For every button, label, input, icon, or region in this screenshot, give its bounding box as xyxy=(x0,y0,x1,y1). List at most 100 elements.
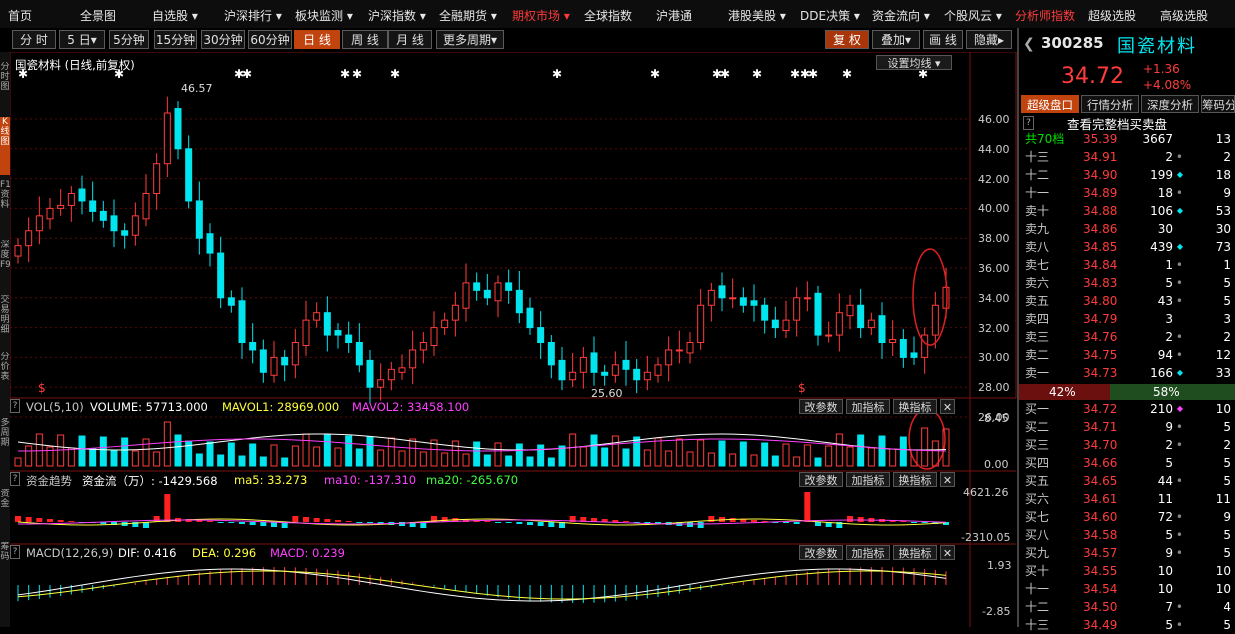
ask-row[interactable]: 卖三 34.76 2 • 2 xyxy=(1019,328,1235,346)
help-icon[interactable]: ? xyxy=(10,545,20,559)
bid-row[interactable]: 买四 34.66 5 5 xyxy=(1019,454,1235,472)
summary-price: 35.39 xyxy=(1083,132,1118,146)
modify-params-button[interactable]: 改参数 xyxy=(799,399,843,414)
bid-row[interactable]: 买六 34.61 11 11 xyxy=(1019,490,1235,508)
help-icon[interactable]: ? xyxy=(1023,116,1034,130)
period-button-1[interactable]: 5 日▾ xyxy=(59,30,105,49)
bid-row[interactable]: 买十 34.55 10 10 xyxy=(1019,562,1235,580)
tool-button-0[interactable]: 复 权 xyxy=(825,30,869,49)
period-button-6[interactable]: 日 线 xyxy=(294,30,340,49)
tool-button-2[interactable]: 画 线 xyxy=(923,30,963,49)
candle-body xyxy=(206,233,214,254)
left-tab-7[interactable]: 资金 xyxy=(0,489,10,509)
close-icon[interactable]: ✕ xyxy=(940,399,955,414)
menu-item-0[interactable]: 首页 xyxy=(8,9,33,23)
menu-item-5[interactable]: 沪深指数 ▾ xyxy=(368,9,426,23)
bid-row[interactable]: 十一 34.54 10 10 xyxy=(1019,580,1235,598)
bid-row[interactable]: 买八 34.58 5 • 5 xyxy=(1019,526,1235,544)
flow-bar xyxy=(751,520,757,522)
left-tab-8[interactable]: 筹码 xyxy=(0,542,10,562)
help-icon[interactable]: ? xyxy=(10,472,20,486)
left-tab-4[interactable]: 交易明细 xyxy=(0,295,10,335)
tool-button-1[interactable]: 叠加▾ xyxy=(872,30,920,49)
menu-item-1[interactable]: 全景图 xyxy=(80,9,117,23)
period-button-8[interactable]: 月 线 xyxy=(388,30,432,49)
ask-row[interactable]: 卖二 34.75 94 • 12 xyxy=(1019,346,1235,364)
period-button-7[interactable]: 周 线 xyxy=(342,30,388,49)
bid-row[interactable]: 十二 34.50 7 • 4 xyxy=(1019,598,1235,616)
menu-item-16[interactable]: 高级选股 xyxy=(1160,9,1209,23)
close-icon[interactable]: ✕ xyxy=(940,472,955,487)
period-button-2[interactable]: 5分钟 xyxy=(109,30,149,49)
period-button-9[interactable]: 更多周期▾ xyxy=(436,30,504,49)
left-tab-0[interactable]: 分时图 xyxy=(0,62,10,92)
menu-item-7[interactable]: 期权市场 ▾ xyxy=(512,9,570,23)
order-level: 十一 xyxy=(1025,582,1050,596)
ask-row[interactable]: 卖十 34.88 106 ◆ 53 xyxy=(1019,202,1235,220)
menu-item-3[interactable]: 沪深排行 ▾ xyxy=(224,9,282,23)
add-indicator-button[interactable]: 加指标 xyxy=(846,472,890,487)
menu-item-10[interactable]: 港股美股 ▾ xyxy=(728,9,786,23)
bid-row[interactable]: 买一 34.72 210 ◆ 10 xyxy=(1019,400,1235,418)
menu-item-14[interactable]: 分析师指数 xyxy=(1015,9,1076,23)
ask-row[interactable]: 十一 34.89 18 • 9 xyxy=(1019,184,1235,202)
ask-row[interactable]: 卖五 34.80 43 • 5 xyxy=(1019,292,1235,310)
menu-item-13[interactable]: 个股风云 ▾ xyxy=(944,9,1002,23)
help-icon[interactable]: ? xyxy=(10,399,20,413)
switch-indicator-button[interactable]: 换指标 xyxy=(893,399,937,414)
settings-ma-button[interactable]: 设置均线 ▾ xyxy=(876,55,952,70)
modify-params-button[interactable]: 改参数 xyxy=(799,472,843,487)
bid-row[interactable]: 买二 34.71 9 • 5 xyxy=(1019,418,1235,436)
menu-item-11[interactable]: DDE决策 ▾ xyxy=(800,9,860,23)
menu-item-15[interactable]: 超级选股 xyxy=(1088,9,1137,23)
modify-params-button[interactable]: 改参数 xyxy=(799,545,843,560)
full-orderbook-link[interactable]: 查看完整档买卖盘 xyxy=(1067,117,1168,132)
left-tab-5[interactable]: 分价表 xyxy=(0,352,10,382)
close-icon[interactable]: ✕ xyxy=(940,545,955,560)
period-button-5[interactable]: 60分钟 xyxy=(248,30,292,49)
left-tab-1[interactable]: K线图 xyxy=(0,117,10,175)
tab-chips[interactable]: 筹码分 xyxy=(1201,95,1235,113)
stock-chart[interactable]: ✱ ✱ ✱✱ ✱ ✱ ✱ ✱ ✱ ✱✱ ✱ ✱ ✱✱ ✱ ✱$ $ xyxy=(10,52,1017,627)
bid-row[interactable]: 买三 34.70 2 • 2 xyxy=(1019,436,1235,454)
ask-row[interactable]: 卖四 34.79 3 3 xyxy=(1019,310,1235,328)
bid-row[interactable]: 买五 34.65 44 • 5 xyxy=(1019,472,1235,490)
switch-indicator-button[interactable]: 换指标 xyxy=(893,472,937,487)
menu-item-8[interactable]: 全球指数 xyxy=(584,9,633,23)
ask-row[interactable]: 卖一 34.73 166 ◆ 33 xyxy=(1019,364,1235,382)
period-button-3[interactable]: 15分钟 xyxy=(154,30,197,49)
ask-row[interactable]: 十二 34.90 199 ◆ 18 xyxy=(1019,166,1235,184)
tab-super-orderbook[interactable]: 超级盘口 xyxy=(1021,95,1079,113)
menu-item-2[interactable]: 自选股 ▾ xyxy=(152,9,198,23)
add-indicator-button[interactable]: 加指标 xyxy=(846,545,890,560)
ask-row[interactable]: 卖七 34.84 1 • 1 xyxy=(1019,256,1235,274)
flow-bar xyxy=(367,522,373,523)
ask-row[interactable]: 卖九 34.86 30 30 xyxy=(1019,220,1235,238)
switch-indicator-button[interactable]: 换指标 xyxy=(893,545,937,560)
bid-row[interactable]: 买七 34.60 72 • 9 xyxy=(1019,508,1235,526)
add-indicator-button[interactable]: 加指标 xyxy=(846,399,890,414)
flow-bar xyxy=(633,522,640,523)
volume-bar xyxy=(825,445,833,467)
ask-row[interactable]: 卖八 34.85 439 ◆ 73 xyxy=(1019,238,1235,256)
ask-row[interactable]: 卖六 34.83 5 • 5 xyxy=(1019,274,1235,292)
period-button-4[interactable]: 30分钟 xyxy=(201,30,245,49)
candle-body xyxy=(686,342,694,354)
bid-row[interactable]: 买九 34.57 9 • 5 xyxy=(1019,544,1235,562)
tool-button-3[interactable]: 隐藏▸ xyxy=(966,30,1012,49)
chevron-left-icon[interactable]: ❮ xyxy=(1023,36,1035,52)
period-button-0[interactable]: 分 时 xyxy=(12,30,56,49)
tab-market-analysis[interactable]: 行情分析 xyxy=(1081,95,1139,113)
left-tab-6[interactable]: 多周期 xyxy=(0,418,10,448)
menu-item-6[interactable]: 全融期货 ▾ xyxy=(439,9,497,23)
menu-item-9[interactable]: 沪港通 xyxy=(656,9,693,23)
candle-body xyxy=(67,193,75,206)
left-tab-2[interactable]: F10资料 xyxy=(0,180,10,210)
menu-item-4[interactable]: 板块监测 ▾ xyxy=(295,9,353,23)
left-tab-3[interactable]: 深度F9 xyxy=(0,240,10,270)
volume-bar xyxy=(718,440,726,467)
menu-item-12[interactable]: 资金流向 ▾ xyxy=(872,9,930,23)
ask-row[interactable]: 十三 34.91 2 • 2 xyxy=(1019,148,1235,166)
tab-deep-analysis[interactable]: 深度分析 xyxy=(1141,95,1199,113)
bid-row[interactable]: 十三 34.49 5 • 5 xyxy=(1019,616,1235,634)
